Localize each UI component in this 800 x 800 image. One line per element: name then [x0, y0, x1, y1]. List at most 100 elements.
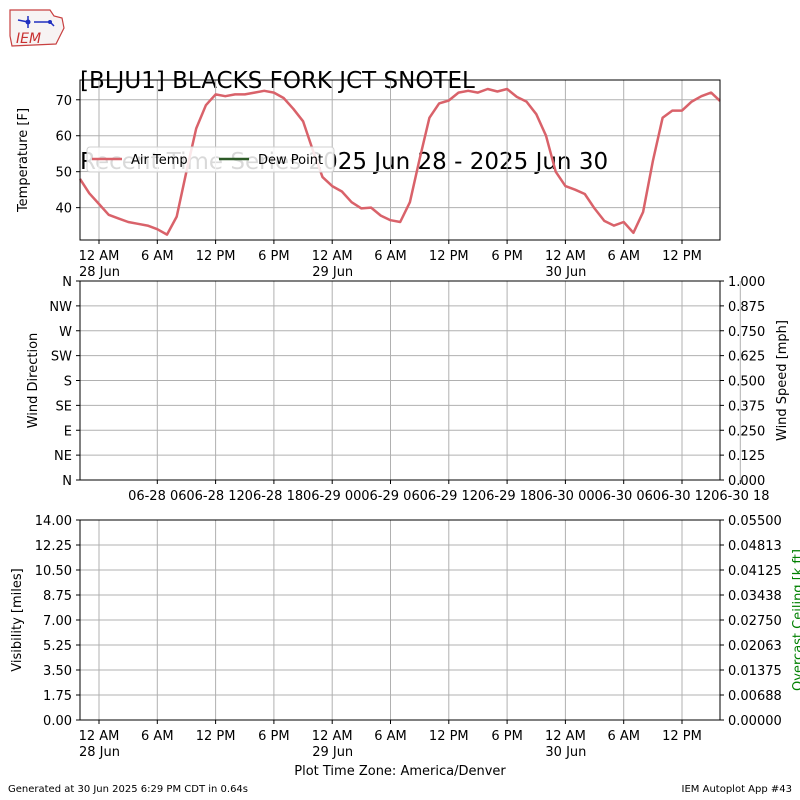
x-tick-label: 6 AM	[607, 729, 640, 744]
x-tick-label: 06-30 18	[711, 489, 769, 504]
y-right-tick-label: 0.00688	[728, 689, 782, 704]
y-right-tick-label: 0.04125	[728, 564, 782, 579]
y-right-tick-label: 0.02063	[728, 639, 782, 654]
y-tick-label: N	[62, 474, 72, 489]
x-tick-label: 6 PM	[258, 729, 289, 744]
legend-label-dew-point: Dew Point	[258, 153, 323, 168]
y-tick-label: NE	[54, 449, 72, 464]
chart-title: [BLJU1] BLACKS FORK JCT SNOTEL Recent Ti…	[80, 14, 608, 203]
x-tick-sublabel: 30 Jun	[545, 265, 586, 280]
x-tick-label: 12 AM	[79, 729, 120, 744]
y-tick-label: 10.50	[35, 564, 72, 579]
y-right-tick-label: 0.375	[728, 399, 765, 414]
x-tick-label: 06-30 12	[653, 489, 711, 504]
y-right-tick-label: 0.250	[728, 424, 765, 439]
y-tick-label: 7.00	[43, 614, 72, 629]
legend-box	[86, 146, 335, 173]
title-line-1: [BLJU1] BLACKS FORK JCT SNOTEL	[80, 68, 475, 94]
x-tick-label: 6 PM	[491, 249, 522, 264]
y-tick-label: 14.00	[35, 514, 72, 529]
logo-text: IEM	[16, 31, 41, 47]
x-tick-label: 06-29 12	[420, 489, 478, 504]
y-right-tick-label: 0.000	[728, 474, 765, 489]
y-right-tick-label: 0.02750	[728, 614, 782, 629]
y-tick-label: 0.00	[43, 714, 72, 729]
x-tick-label: 06-29 06	[361, 489, 419, 504]
y-axis-label: Temperature [F]	[16, 108, 31, 213]
y-tick-label: 50	[55, 166, 72, 181]
y-tick-label: SW	[51, 350, 72, 365]
x-tick-label: 6 PM	[258, 249, 289, 264]
y-tick-label: NW	[49, 300, 72, 315]
y-right-tick-label: 0.500	[728, 375, 765, 390]
x-tick-sublabel: 28 Jun	[79, 265, 120, 280]
y-right-axis-label: Wind Speed [mph]	[775, 320, 790, 441]
x-tick-label: 06-30 06	[594, 489, 652, 504]
y-right-tick-label: 0.750	[728, 325, 765, 340]
y-right-tick-label: 0.125	[728, 449, 765, 464]
x-tick-label: 12 AM	[312, 249, 353, 264]
plot-frame	[79, 280, 721, 481]
y-right-axis-label: Overcast Ceiling [k ft]	[791, 549, 800, 691]
x-tick-label: 12 AM	[312, 729, 353, 744]
y-tick-label: S	[64, 375, 72, 390]
y-tick-label: 12.25	[35, 539, 72, 554]
x-tick-label: 06-28 18	[245, 489, 303, 504]
y-right-tick-label: 1.000	[728, 275, 765, 290]
generated-note: Generated at 30 Jun 2025 6:29 PM CDT in …	[8, 784, 249, 795]
x-tick-label: 06-29 00	[303, 489, 361, 504]
y-right-tick-label: 0.05500	[728, 514, 782, 529]
x-tick-label: 12 AM	[79, 249, 120, 264]
y-tick-label: 3.50	[43, 664, 72, 679]
x-tick-sublabel: 29 Jun	[312, 745, 353, 760]
x-tick-label: 6 AM	[374, 729, 407, 744]
x-tick-label: 12 PM	[429, 249, 469, 264]
y-right-tick-label: 0.04813	[728, 539, 782, 554]
plot-frame	[79, 519, 721, 721]
legend: Air Temp Dew Point	[86, 146, 335, 173]
iem-logo: IEM	[6, 6, 66, 50]
y-right-tick-label: 0.875	[728, 300, 765, 315]
x-tick-label: 12 PM	[429, 729, 469, 744]
x-tick-label: 12 PM	[662, 249, 702, 264]
x-tick-label: 06-29 18	[478, 489, 536, 504]
legend-label-air-temp: Air Temp	[131, 153, 188, 168]
y-right-tick-label: 0.01375	[728, 664, 782, 679]
y-tick-label: E	[64, 424, 72, 439]
y-tick-label: N	[62, 275, 72, 290]
x-tick-label: 12 AM	[545, 729, 586, 744]
plot-frame	[79, 79, 721, 241]
y-axis-label: Visibility [miles]	[10, 568, 25, 671]
x-tick-label: 06-28 06	[128, 489, 186, 504]
x-tick-sublabel: 28 Jun	[79, 745, 120, 760]
x-tick-sublabel: 29 Jun	[312, 265, 353, 280]
y-tick-label: 70	[55, 94, 72, 109]
wind-panel: 06-28 06 06-28 12 06-28 18 06-29 00 06-29 06…	[26, 275, 790, 504]
x-tick-label: 12 PM	[196, 729, 236, 744]
y-tick-label: 8.75	[43, 589, 72, 604]
x-tick-label: 12 PM	[196, 249, 236, 264]
x-tick-label: 6 AM	[607, 249, 640, 264]
y-tick-label: W	[59, 325, 72, 340]
y-tick-label: 40	[55, 202, 72, 217]
x-tick-label: 6 AM	[374, 249, 407, 264]
x-tick-label: 6 PM	[491, 729, 522, 744]
x-tick-label: 12 PM	[662, 729, 702, 744]
y-tick-label: SE	[56, 399, 72, 414]
x-tick-label: 06-28 12	[186, 489, 244, 504]
x-tick-label: 6 AM	[141, 729, 174, 744]
x-tick-sublabel: 30 Jun	[545, 745, 586, 760]
app-label: IEM Autoplot App #43	[681, 784, 792, 795]
x-tick-label: 06-30 00	[536, 489, 594, 504]
y-right-tick-label: 0.625	[728, 350, 765, 365]
y-tick-label: 60	[55, 130, 72, 145]
timezone-label: Plot Time Zone: America/Denver	[294, 764, 506, 779]
x-tick-label: 12 AM	[545, 249, 586, 264]
x-tick-label: 6 AM	[141, 249, 174, 264]
y-right-tick-label: 0.00000	[728, 714, 782, 729]
y-right-tick-label: 0.03438	[728, 589, 782, 604]
y-tick-label: 5.25	[43, 639, 72, 654]
